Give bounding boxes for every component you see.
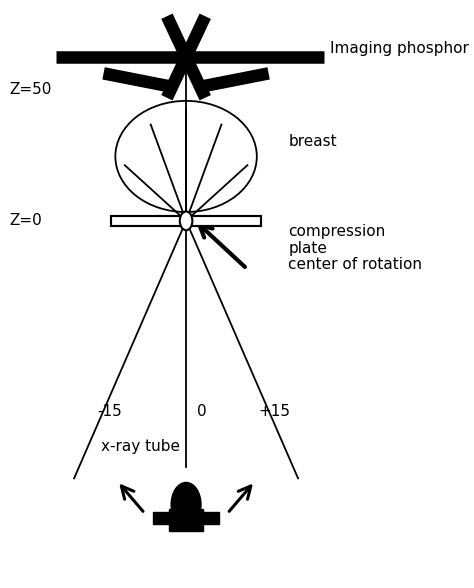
Circle shape [180,212,192,230]
Text: compression
plate: compression plate [288,224,385,256]
Text: -15: -15 [97,403,122,419]
Text: x-ray tube: x-ray tube [101,439,181,454]
Text: Imaging phosphor: Imaging phosphor [329,41,468,56]
Bar [169,509,203,531]
Circle shape [171,482,201,527]
Text: 0: 0 [197,403,207,419]
Text: center of rotation: center of rotation [288,257,422,272]
Text: Z=50: Z=50 [9,82,52,96]
Bar [203,512,219,524]
Bar [111,216,261,226]
Text: breast: breast [288,134,337,149]
Text: Z=0: Z=0 [9,213,42,228]
Text: +15: +15 [258,403,291,419]
Bar [153,512,169,524]
